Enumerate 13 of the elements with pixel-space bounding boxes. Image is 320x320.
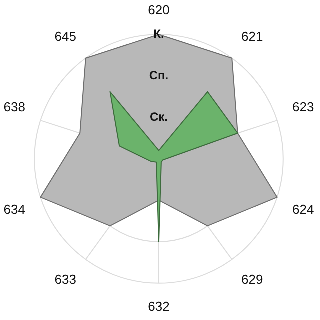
spoke-label: 638 xyxy=(4,99,26,114)
spoke-label: 621 xyxy=(242,29,264,44)
y-tick-label: Ск. xyxy=(150,110,168,124)
y-tick-label: Сп. xyxy=(149,68,169,82)
spoke-label: 623 xyxy=(292,99,314,114)
spoke-label: 632 xyxy=(148,298,170,314)
spoke-label: 629 xyxy=(242,272,264,287)
spoke-label: 633 xyxy=(54,272,76,287)
spoke-label: 645 xyxy=(54,29,76,44)
spoke-label: 634 xyxy=(4,202,26,217)
spoke-label: 620 xyxy=(148,2,170,18)
spoke-label: 624 xyxy=(292,202,314,217)
y-tick-label: К. xyxy=(154,26,164,41)
